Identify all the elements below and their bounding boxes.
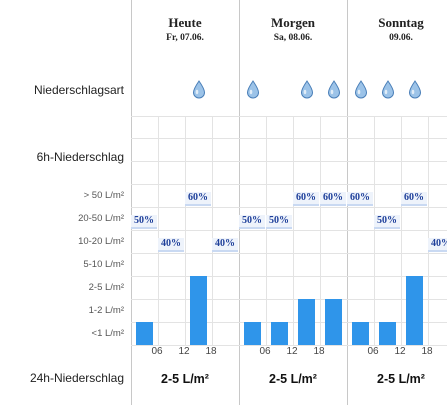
time-tick: 18 — [313, 346, 325, 357]
probability-label: 60% — [320, 192, 346, 206]
time-tick: 18 — [421, 346, 433, 357]
precip-bar — [379, 322, 396, 345]
precip-bar — [190, 276, 207, 345]
probability-label: 40% — [158, 238, 184, 252]
grid-line-horizontal — [131, 253, 447, 254]
time-tick: 06 — [367, 346, 379, 357]
grid-line-horizontal — [131, 184, 447, 185]
day-divider — [131, 0, 132, 405]
row-label-24h-precip: 24h-Niederschlag — [29, 371, 124, 385]
time-tick: 18 — [205, 346, 217, 357]
day-date-sunday: 09.06. — [389, 33, 413, 43]
day-title-sunday: Sonntag — [378, 15, 424, 30]
probability-label: 50% — [266, 215, 292, 229]
time-tick: 12 — [286, 346, 298, 357]
raindrop-icon — [192, 80, 206, 99]
probability-label: 50% — [239, 215, 265, 229]
precip-bar — [352, 322, 369, 345]
probability-label: 50% — [374, 215, 400, 229]
raindrop-icon — [408, 80, 422, 99]
precip-bar — [406, 276, 423, 345]
precip-bar — [271, 322, 288, 345]
time-tick: 06 — [259, 346, 271, 357]
row-label-precip-type: Niederschlagsart — [33, 83, 124, 97]
time-tick: 06 — [151, 346, 163, 357]
raindrop-icon — [246, 80, 260, 99]
grid-line-horizontal — [131, 276, 447, 277]
raindrop-icon — [381, 80, 395, 99]
daily-total-sunday: 2-5 L/m² — [377, 372, 425, 386]
raindrop-icon — [300, 80, 314, 99]
level-label: 2-5 L/m² — [88, 282, 124, 293]
grid-line-horizontal — [131, 322, 447, 323]
time-tick: 12 — [178, 346, 190, 357]
precip-bar — [136, 322, 153, 345]
day-title-tomorrow: Morgen — [270, 15, 316, 30]
precip-bar — [298, 299, 315, 345]
grid-line-horizontal — [131, 138, 447, 139]
time-tick: 12 — [394, 346, 406, 357]
day-date-tomorrow: Sa, 08.06. — [273, 33, 313, 43]
day-divider — [239, 0, 240, 405]
level-label: 20-50 L/m² — [78, 213, 124, 224]
probability-label: 60% — [347, 192, 373, 206]
level-label: <1 L/m² — [91, 328, 124, 339]
probability-label: 60% — [293, 192, 319, 206]
raindrop-icon — [327, 80, 341, 99]
probability-label: 60% — [185, 192, 211, 206]
grid-line-horizontal — [131, 161, 447, 162]
row-label-6h-precip: 6h-Niederschlag — [36, 150, 124, 164]
raindrop-icon — [354, 80, 368, 99]
grid-line-horizontal — [131, 299, 447, 300]
daily-total-today: 2-5 L/m² — [161, 372, 209, 386]
probability-label: 40% — [428, 238, 447, 252]
level-label: 1-2 L/m² — [88, 305, 124, 316]
probability-label: 60% — [401, 192, 427, 206]
level-label: 5-10 L/m² — [83, 259, 124, 270]
grid-line-horizontal — [131, 116, 447, 117]
day-title-today: Heute — [168, 15, 202, 30]
day-date-today: Fr, 07.06. — [166, 33, 204, 43]
precip-bar — [325, 299, 342, 345]
probability-label: 50% — [131, 215, 157, 229]
level-label: > 50 L/m² — [83, 190, 124, 201]
probability-label: 40% — [212, 238, 238, 252]
grid-line-horizontal — [131, 207, 447, 208]
grid-line-horizontal — [131, 345, 447, 346]
daily-total-tomorrow: 2-5 L/m² — [269, 372, 317, 386]
grid-line-horizontal — [131, 230, 447, 231]
precip-bar — [244, 322, 261, 345]
level-label: 10-20 L/m² — [78, 236, 124, 247]
